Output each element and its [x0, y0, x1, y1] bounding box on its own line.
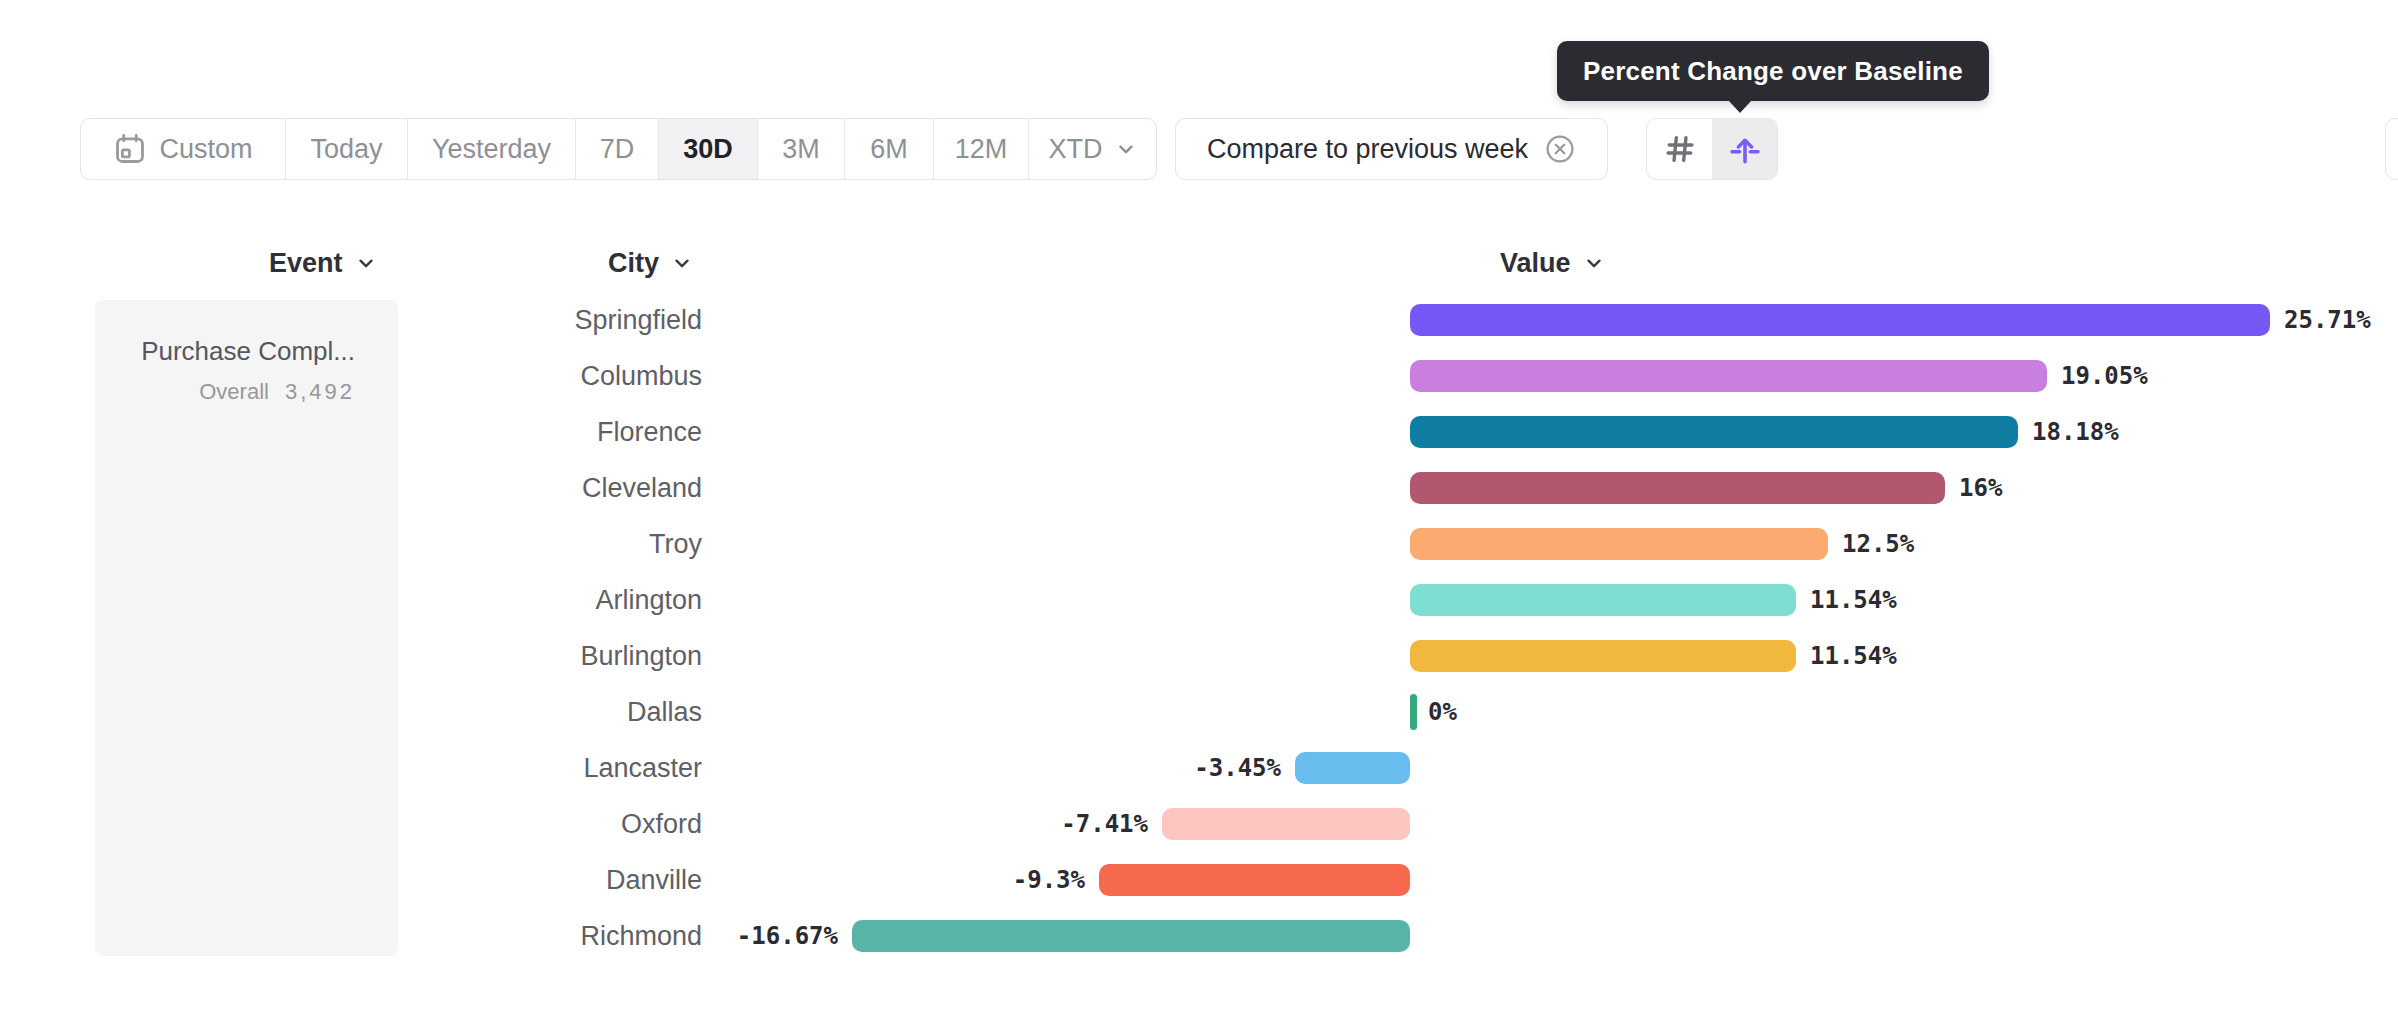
grid-values-mode-button[interactable]: [1647, 119, 1712, 179]
percent-change-mode-button[interactable]: [1712, 119, 1777, 179]
bar-zone: 12.5%: [710, 516, 2398, 572]
value-label: -7.41%: [1061, 796, 1148, 852]
value-label: -3.45%: [1194, 740, 1281, 796]
city-label: Lancaster: [0, 740, 702, 796]
column-header-city[interactable]: City: [608, 245, 693, 281]
bar-zone: 11.54%: [710, 572, 2398, 628]
date-range-30d[interactable]: 30D: [658, 119, 757, 179]
clipped-toolbar-button[interactable]: [2385, 118, 2398, 180]
bar-chart: Springfield 25.71% Columbus 19.05% Florence 1…: [0, 292, 2398, 964]
date-range-label: Custom: [159, 134, 252, 165]
bar-row: Oxford -7.41%: [0, 796, 2398, 852]
value-bar[interactable]: [1295, 752, 1410, 784]
city-label: Oxford: [0, 796, 702, 852]
tooltip-label: Percent Change over Baseline: [1583, 56, 1963, 87]
calendar-icon: [113, 132, 147, 166]
city-label: Springfield: [0, 292, 702, 348]
value-label: 11.54%: [1810, 628, 1897, 684]
bar-row: Florence 18.18%: [0, 404, 2398, 460]
bar-row: Cleveland 16%: [0, 460, 2398, 516]
value-label: 11.54%: [1810, 572, 1897, 628]
city-label: Dallas: [0, 684, 702, 740]
bar-row: Arlington 11.54%: [0, 572, 2398, 628]
value-bar[interactable]: [852, 920, 1410, 952]
date-range-6m[interactable]: 6M: [844, 119, 933, 179]
value-label: 19.05%: [2061, 348, 2148, 404]
bar-zone: -16.67%: [710, 908, 2398, 964]
value-label: 12.5%: [1842, 516, 1914, 572]
column-header-event[interactable]: Event: [269, 245, 377, 281]
chevron-down-icon: [355, 252, 377, 274]
date-range-7d[interactable]: 7D: [575, 119, 658, 179]
bar-row: Richmond -16.67%: [0, 908, 2398, 964]
date-range-control: Custom Today Yesterday 7D 30D 3M 6M 12M …: [80, 118, 1157, 180]
city-label: Florence: [0, 404, 702, 460]
value-label: 16%: [1959, 460, 2002, 516]
value-bar[interactable]: [1410, 304, 2270, 336]
date-range-12m[interactable]: 12M: [933, 119, 1028, 179]
value-label: -16.67%: [737, 908, 838, 964]
date-range-today[interactable]: Today: [285, 119, 407, 179]
value-display-mode-group: [1646, 118, 1778, 180]
value-bar[interactable]: [1410, 528, 1828, 560]
value-label: -9.3%: [1013, 852, 1085, 908]
chevron-down-icon: [1583, 252, 1605, 274]
bar-row: Lancaster -3.45%: [0, 740, 2398, 796]
bar-row: Springfield 25.71%: [0, 292, 2398, 348]
date-range-xtd[interactable]: XTD: [1028, 119, 1156, 179]
city-label: Columbus: [0, 348, 702, 404]
value-label: 18.18%: [2032, 404, 2119, 460]
remove-compare-icon[interactable]: [1544, 133, 1576, 165]
bar-zone: 11.54%: [710, 628, 2398, 684]
zero-tick[interactable]: [1410, 694, 1417, 730]
value-bar[interactable]: [1410, 640, 1796, 672]
baseline-arrow-up-icon: [1727, 131, 1763, 167]
bar-zone: -9.3%: [710, 852, 2398, 908]
hash-icon: [1663, 132, 1697, 166]
value-bar[interactable]: [1410, 472, 1945, 504]
bar-row: Troy 12.5%: [0, 516, 2398, 572]
value-bar[interactable]: [1410, 416, 2018, 448]
value-label: 0%: [1428, 684, 1457, 740]
bar-zone: 19.05%: [710, 348, 2398, 404]
city-label: Richmond: [0, 908, 702, 964]
bar-row: Burlington 11.54%: [0, 628, 2398, 684]
bar-zone: -7.41%: [710, 796, 2398, 852]
city-label: Arlington: [0, 572, 702, 628]
bar-row: Danville -9.3%: [0, 852, 2398, 908]
column-header-value[interactable]: Value: [1500, 245, 1605, 281]
toolbar: Custom Today Yesterday 7D 30D 3M 6M 12M …: [80, 118, 1778, 180]
bar-row: Dallas 0%: [0, 684, 2398, 740]
chevron-down-icon: [1115, 138, 1137, 160]
bar-zone: 18.18%: [710, 404, 2398, 460]
compare-label: Compare to previous week: [1207, 134, 1528, 165]
bar-zone: 25.71%: [710, 292, 2398, 348]
tooltip-percent-change: Percent Change over Baseline: [1557, 41, 1989, 101]
city-label: Cleveland: [0, 460, 702, 516]
city-label: Danville: [0, 852, 702, 908]
date-range-yesterday[interactable]: Yesterday: [407, 119, 575, 179]
bar-zone: -3.45%: [710, 740, 2398, 796]
value-label: 25.71%: [2284, 292, 2371, 348]
value-bar[interactable]: [1410, 360, 2047, 392]
city-label: Troy: [0, 516, 702, 572]
bar-row: Columbus 19.05%: [0, 348, 2398, 404]
chevron-down-icon: [671, 252, 693, 274]
date-range-3m[interactable]: 3M: [757, 119, 844, 179]
value-bar[interactable]: [1099, 864, 1410, 896]
compare-to-previous-week-button[interactable]: Compare to previous week: [1175, 118, 1608, 180]
bar-zone: 0%: [710, 684, 2398, 740]
value-bar[interactable]: [1162, 808, 1410, 840]
bar-zone: 16%: [710, 460, 2398, 516]
city-label: Burlington: [0, 628, 702, 684]
date-range-custom[interactable]: Custom: [81, 119, 285, 179]
value-bar[interactable]: [1410, 584, 1796, 616]
